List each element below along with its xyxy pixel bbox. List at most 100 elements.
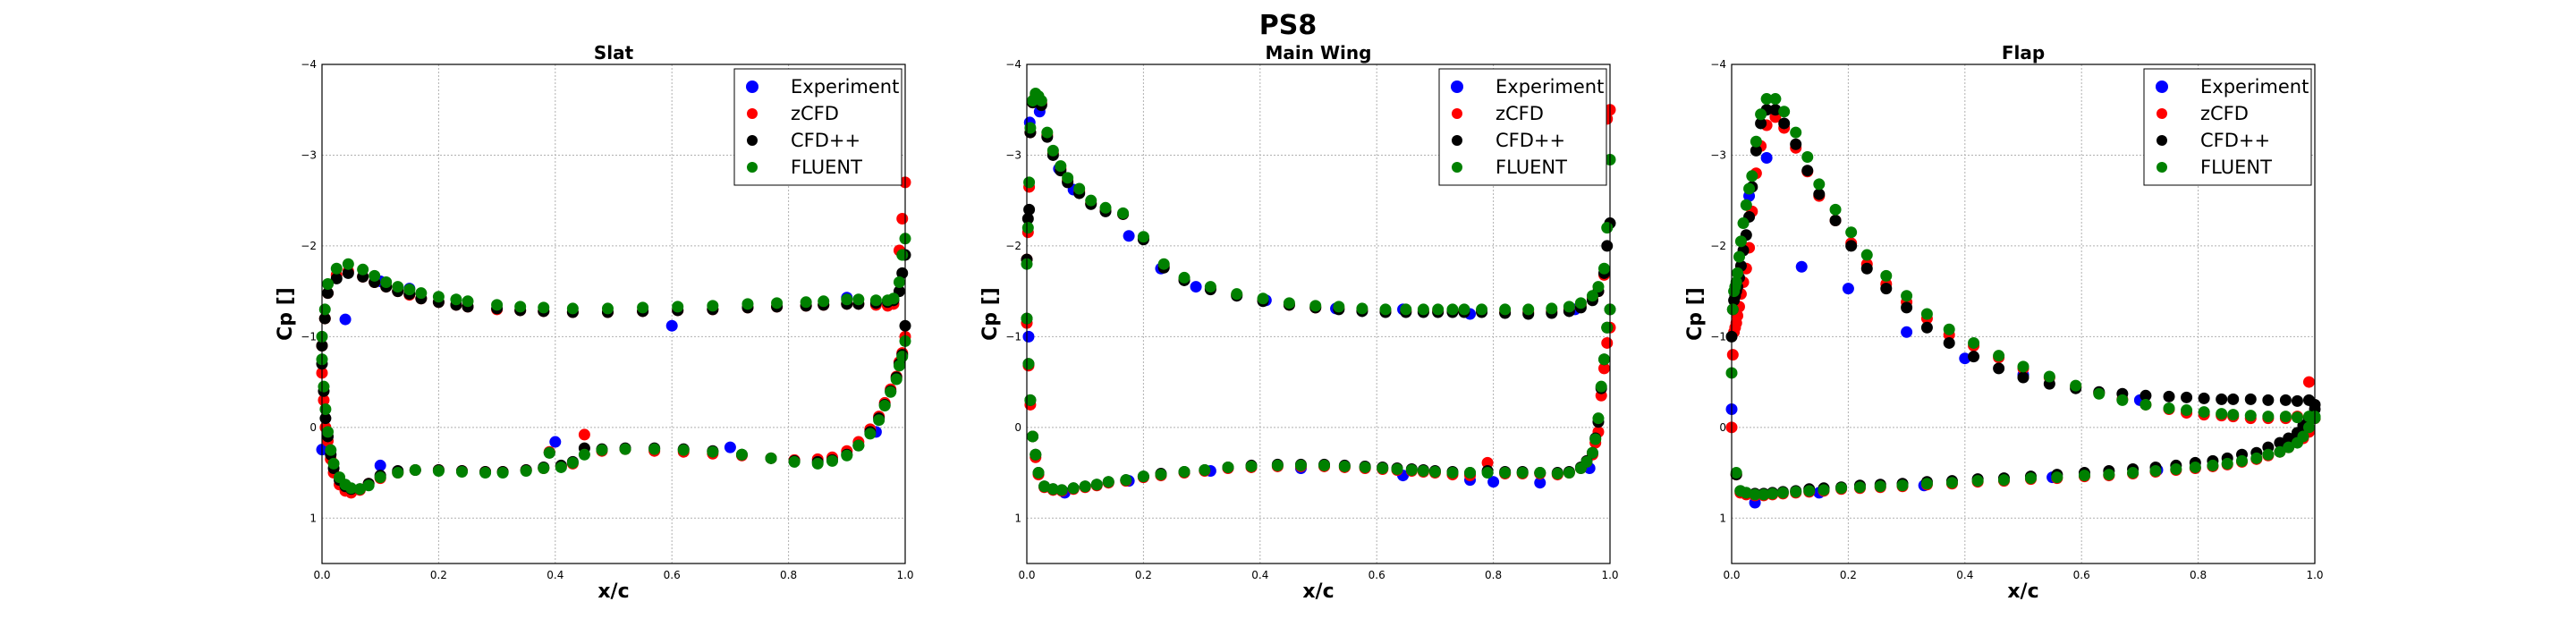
fluent-point (1199, 464, 1211, 477)
zcfd-point (578, 428, 590, 441)
fluent-point (330, 262, 343, 275)
legend-marker-cfd (1452, 135, 1462, 146)
fluent-point (741, 298, 754, 310)
y-tick-label: −3 (1005, 148, 1021, 161)
cfd-point (2244, 393, 2257, 405)
fluent-point (496, 467, 509, 479)
x-tick-label: 1.0 (1601, 569, 1618, 581)
fluent-point (1853, 481, 1866, 494)
data-points (1725, 93, 2321, 509)
cfd-point (1769, 104, 1782, 116)
fluent-point (893, 275, 905, 288)
fluent-point (1901, 290, 1913, 302)
fluent-point (1597, 262, 1610, 275)
legend-label-fluent: FLUENT (2200, 157, 2272, 178)
fluent-point (1971, 475, 1984, 487)
fluent-point (1592, 412, 1605, 425)
fluent-point (1022, 358, 1035, 370)
fluent-point (1737, 217, 1750, 230)
fluent-point (543, 446, 555, 459)
fluent-point (677, 444, 690, 456)
y-tick-label: 1 (309, 512, 317, 524)
fluent-point (1046, 144, 1059, 157)
x-tick-label: 0.8 (1485, 569, 1502, 581)
cfd-point (322, 287, 335, 300)
fluent-point (896, 249, 909, 261)
cfd-point (1860, 262, 1873, 275)
fluent-point (1283, 297, 1295, 309)
x-tick-label: 1.0 (896, 569, 913, 581)
x-tick-label: 0.0 (313, 569, 330, 581)
fluent-point (1818, 484, 1830, 496)
experiment-point (665, 319, 678, 332)
fluent-point (1085, 194, 1097, 207)
y-tick-label: −2 (1005, 240, 1021, 252)
fluent-point (1333, 301, 1345, 313)
panel-main-wing: 0.0 0.2 0.4 0.6 0.8 1.0 −4 −3 −2 −1 0 1 Main Wing x/c… (979, 42, 1619, 603)
fluent-point (2283, 441, 2295, 453)
x-tick-label: 0.6 (664, 569, 681, 581)
fluent-point (852, 293, 865, 306)
panel-title: Flap (2002, 42, 2045, 64)
fluent-point (392, 467, 404, 479)
fluent-point (1271, 459, 1284, 471)
fluent-point (765, 452, 777, 464)
cfd-point (1920, 321, 1933, 334)
cfd-point (1968, 351, 1980, 363)
cfd-point (2163, 390, 2175, 402)
fluent-point (1499, 303, 1512, 316)
fluent-point (1446, 467, 1459, 479)
legend-label-fluent: FLUENT (791, 157, 862, 178)
cfd-point (1901, 301, 1913, 314)
fluent-point (890, 373, 902, 386)
legend-marker-fluent (747, 162, 758, 173)
fluent-point (325, 444, 337, 456)
fluent-point (1400, 303, 1412, 316)
legend-label-cfd: CFD++ (1496, 130, 1565, 151)
x-tick-label: 0.8 (780, 569, 797, 581)
x-axis-label: x/c (1302, 580, 1334, 603)
cfd-point (1778, 117, 1791, 130)
x-tick-label: 0.4 (1956, 569, 1973, 581)
y-axis-label: Cp [] (979, 287, 1002, 341)
fluent-point (2227, 409, 2240, 421)
fluent-point (1813, 178, 1826, 191)
fluent-point (1432, 303, 1445, 316)
experiment-point (724, 441, 736, 453)
cfd-point (1023, 203, 1036, 216)
fluent-point (1776, 487, 1789, 499)
fluent-point (479, 467, 492, 479)
y-tick-label: 1 (1719, 512, 1726, 524)
fluent-point (1377, 462, 1389, 474)
fluent-point (1563, 467, 1575, 479)
fluent-point (1417, 303, 1429, 316)
fluent-point (1120, 474, 1132, 487)
panel-slat: 0.0 0.2 0.4 0.6 0.8 1.0 −4 −3 −2 −1 0 1 Slat x/c Cp []… (275, 42, 914, 603)
fluent-point (735, 448, 748, 461)
fluent-point (1032, 467, 1045, 479)
y-tick-label: −4 (301, 58, 317, 71)
fluent-point (1309, 300, 1322, 312)
fluent-point (1178, 271, 1191, 284)
fluent-point (1920, 478, 1933, 490)
fluent-point (893, 360, 905, 372)
legend-label-fluent: FLUENT (1496, 157, 1567, 178)
fluent-point (1522, 303, 1535, 316)
fluent-point (619, 443, 631, 455)
fluent-point (1601, 321, 1614, 334)
fluent-point (1746, 170, 1758, 182)
x-tick-label: 0.2 (430, 569, 447, 581)
fluent-point (2236, 454, 2248, 467)
fluent-point (1597, 353, 1610, 366)
data-points (1021, 87, 1616, 499)
cfd-point (1829, 215, 1842, 227)
fluent-point (1294, 459, 1307, 471)
x-axis-label: x/c (597, 580, 629, 603)
fluent-point (1062, 172, 1074, 184)
fluent-point (1038, 480, 1051, 493)
plot-frame (1731, 64, 2316, 564)
cfd-point (1601, 240, 1614, 252)
fluent-point (380, 275, 393, 288)
fluent-point (1943, 323, 1955, 335)
